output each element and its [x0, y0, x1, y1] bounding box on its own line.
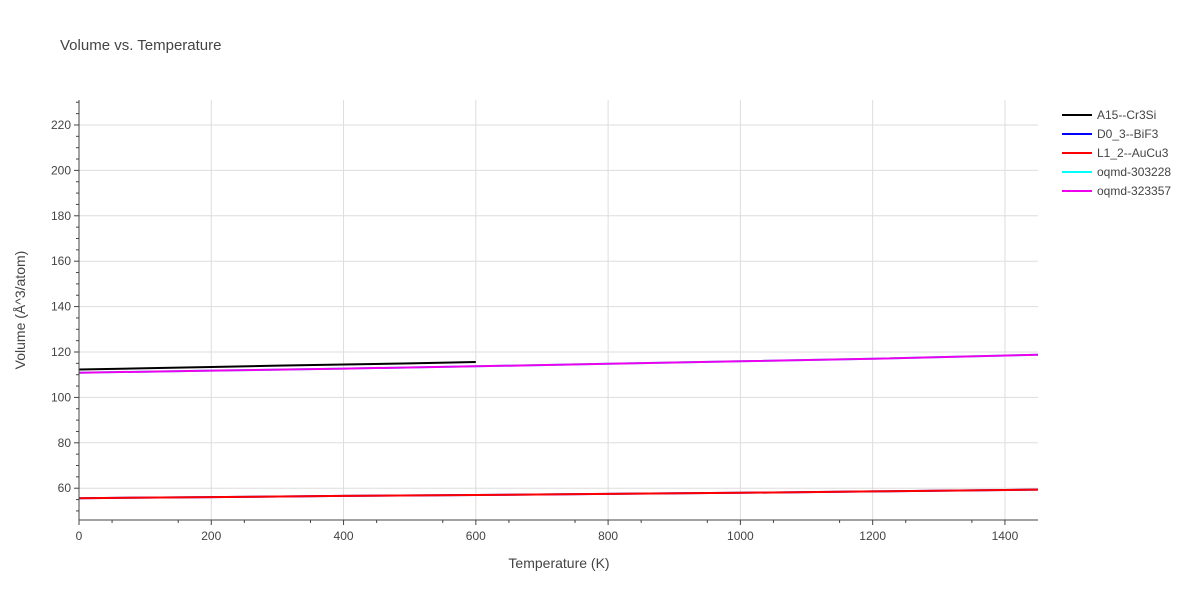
legend-label: oqmd-323357	[1097, 184, 1171, 198]
x-tick-label: 1200	[859, 529, 886, 543]
x-tick-label: 800	[598, 529, 618, 543]
legend-label: D0_3--BiF3	[1097, 127, 1159, 141]
axes	[78, 100, 1038, 521]
x-tick-label: 0	[76, 529, 83, 543]
y-tick-label: 140	[51, 300, 71, 314]
series-line-oqmd-323357	[78, 353, 1039, 374]
legend-item[interactable]: L1_2--AuCu3	[1062, 146, 1169, 160]
legend-label: A15--Cr3Si	[1097, 108, 1156, 122]
y-ticks: 60 80 100 120 140 160 180 200 220	[51, 101, 79, 512]
y-axis-title: Volume (Å^3/atom)	[12, 251, 28, 370]
chart-title: Volume vs. Temperature	[60, 37, 221, 54]
x-gridlines	[210, 100, 1006, 520]
x-axis-title: Temperature (K)	[508, 555, 609, 571]
x-tick-label: 1000	[727, 529, 754, 543]
y-tick-label: 180	[51, 209, 71, 223]
legend-label: oqmd-303228	[1097, 165, 1171, 179]
legend[interactable]: A15--Cr3Si D0_3--BiF3 L1_2--AuCu3 oqmd-3032…	[1062, 108, 1171, 198]
y-tick-label: 80	[58, 436, 72, 450]
y-tick-label: 60	[58, 481, 72, 495]
legend-item[interactable]: D0_3--BiF3	[1062, 127, 1159, 141]
y-tick-label: 120	[51, 345, 71, 359]
series-line-l1-2-aucu3	[78, 488, 1039, 500]
x-tick-label: 1400	[992, 529, 1019, 543]
x-tick-label: 400	[334, 529, 354, 543]
x-tick-label: 600	[466, 529, 486, 543]
x-ticks: 0 200 400 600 800 1000 1200 1400	[76, 520, 1019, 543]
legend-item[interactable]: oqmd-323357	[1062, 184, 1171, 198]
y-tick-label: 100	[51, 390, 71, 404]
y-gridlines	[79, 124, 1038, 489]
legend-label: L1_2--AuCu3	[1097, 146, 1169, 160]
y-tick-label: 220	[51, 118, 71, 132]
legend-item[interactable]: A15--Cr3Si	[1062, 108, 1156, 122]
x-tick-label: 200	[201, 529, 221, 543]
legend-item[interactable]: oqmd-303228	[1062, 165, 1171, 179]
y-tick-label: 160	[51, 254, 71, 268]
series-line-a15-cr3si	[78, 361, 476, 371]
y-tick-label: 200	[51, 163, 71, 177]
series-layer	[78, 353, 1039, 500]
